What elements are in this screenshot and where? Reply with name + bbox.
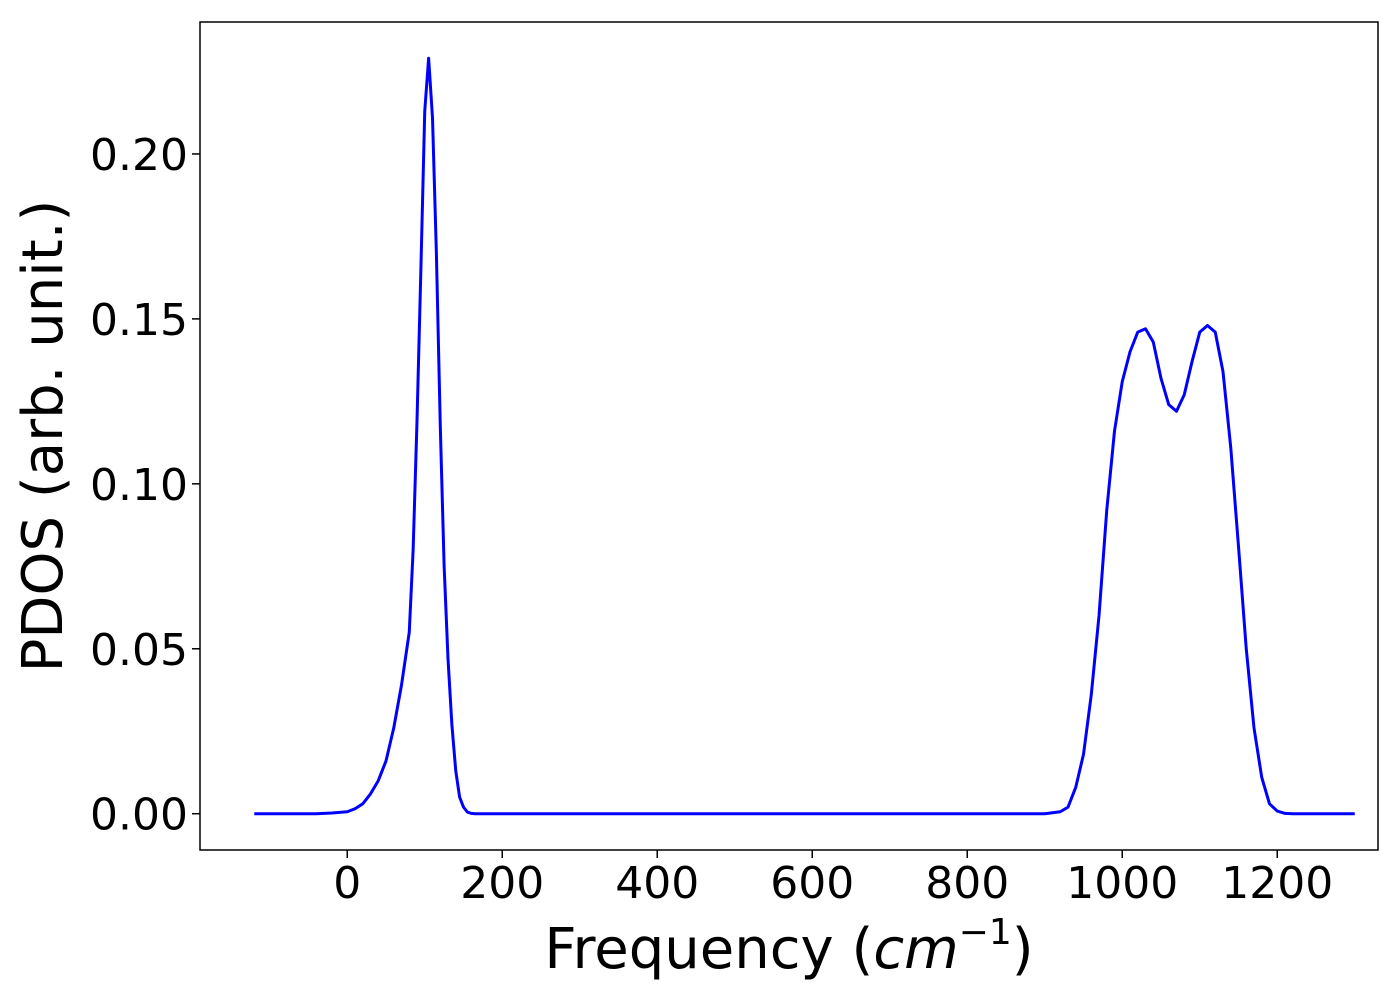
x-tick-label: 1200 xyxy=(1221,858,1333,909)
x-axis: 0 200 400 600 800 1000 1200 xyxy=(333,850,1333,909)
series-line xyxy=(254,56,1355,816)
x-tick-label: 600 xyxy=(770,858,854,909)
y-tick-label: 0.00 xyxy=(90,790,188,841)
y-tick-label: 0.10 xyxy=(90,460,188,511)
y-axis: 0.00 0.05 0.10 0.15 0.20 xyxy=(90,130,200,841)
y-tick-label: 0.15 xyxy=(90,295,188,346)
plot-frame xyxy=(199,21,1379,851)
x-tick-label: 400 xyxy=(615,858,699,909)
x-tick-label: 1000 xyxy=(1066,858,1178,909)
y-tick-label: 0.05 xyxy=(90,625,188,676)
y-tick-label: 0.20 xyxy=(90,130,188,181)
y-axis-label: PDOS (arb. unit.) xyxy=(11,200,76,673)
x-tick-label: 0 xyxy=(333,858,361,909)
x-tick-label: 800 xyxy=(925,858,1009,909)
x-axis-label: Frequency (cm−1) xyxy=(544,912,1033,982)
x-tick-label: 200 xyxy=(460,858,544,909)
